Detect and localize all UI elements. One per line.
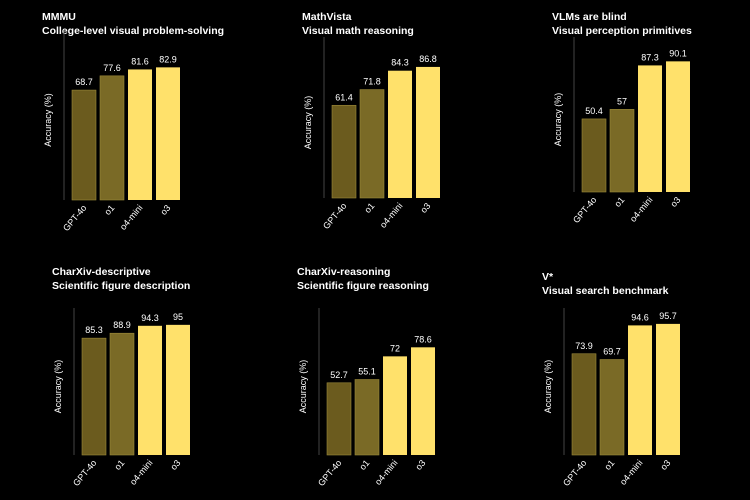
- x-tick-label: o3: [413, 458, 427, 472]
- x-tick-label: o1: [112, 458, 126, 472]
- value-label: 95.7: [659, 311, 677, 321]
- value-label: 95: [173, 312, 183, 322]
- x-tick-label: o1: [362, 201, 376, 215]
- value-label: 94.6: [631, 312, 649, 322]
- bar: [166, 324, 190, 455]
- x-tick-label: o3: [668, 195, 682, 209]
- y-axis-label: Accuracy (%): [303, 96, 313, 150]
- value-label: 86.8: [419, 54, 437, 64]
- bar: [628, 325, 652, 455]
- bar: [128, 69, 152, 200]
- bar: [388, 70, 412, 198]
- x-tick-label: GPT-4o: [571, 195, 599, 225]
- value-label: 90.1: [669, 48, 687, 58]
- value-label: 94.3: [141, 313, 159, 323]
- x-tick-label: o4-mini: [618, 458, 645, 487]
- bar: [359, 89, 385, 199]
- bar: [581, 118, 607, 193]
- value-label: 50.4: [585, 106, 603, 116]
- chart-subtitle: Visual search benchmark: [542, 285, 669, 297]
- x-tick-label: GPT-4o: [71, 458, 99, 488]
- chart-subtitle: Visual perception primitives: [552, 25, 692, 37]
- value-label: 77.6: [103, 63, 121, 73]
- chart-title: VLMs are blind: [552, 11, 627, 23]
- x-tick-label: o1: [357, 458, 371, 472]
- value-label: 84.3: [391, 58, 409, 68]
- bar: [571, 353, 597, 456]
- bar: [99, 75, 125, 201]
- chart-title: CharXiv-descriptive: [52, 266, 151, 278]
- value-label: 81.6: [131, 56, 149, 66]
- x-tick-label: GPT-4o: [561, 458, 589, 488]
- value-label: 78.6: [414, 334, 432, 344]
- chart-subtitle: Scientific figure reasoning: [297, 280, 429, 292]
- chart-title: MathVista: [302, 11, 352, 23]
- value-label: 85.3: [85, 325, 103, 335]
- bar: [383, 356, 407, 455]
- y-axis-label: Accuracy (%): [53, 360, 63, 414]
- bar: [666, 61, 690, 193]
- x-tick-label: o3: [168, 458, 182, 472]
- value-label: 82.9: [159, 54, 177, 64]
- value-label: 71.8: [363, 77, 381, 87]
- x-tick-label: GPT-4o: [321, 201, 349, 231]
- chart-subtitle: Scientific figure description: [52, 280, 190, 292]
- x-tick-label: o4-mini: [628, 195, 655, 224]
- value-label: 87.3: [641, 52, 659, 62]
- bar: [156, 67, 180, 200]
- x-tick-label: o1: [612, 195, 626, 209]
- bar: [599, 359, 625, 456]
- value-label: 68.7: [75, 77, 93, 87]
- y-axis-label: Accuracy (%): [43, 93, 53, 147]
- chart-title: MMMU: [42, 11, 76, 23]
- bar: [138, 325, 162, 455]
- y-axis-label: Accuracy (%): [298, 360, 308, 414]
- value-label: 73.9: [575, 341, 593, 351]
- value-label: 88.9: [113, 320, 131, 330]
- x-tick-label: o3: [658, 458, 672, 472]
- x-tick-label: o4-mini: [118, 203, 145, 232]
- bar: [71, 89, 97, 201]
- bar: [609, 109, 635, 193]
- value-label: 72: [390, 343, 400, 353]
- value-label: 69.7: [603, 347, 621, 357]
- chart-title: CharXiv-reasoning: [297, 266, 390, 278]
- x-tick-label: o3: [418, 201, 432, 215]
- x-tick-label: o3: [158, 203, 172, 217]
- chart-subtitle: Visual math reasoning: [302, 25, 414, 37]
- value-label: 61.4: [335, 92, 353, 102]
- x-tick-label: o1: [602, 458, 616, 472]
- bar: [411, 347, 435, 455]
- x-tick-label: GPT-4o: [61, 203, 89, 233]
- y-axis-label: Accuracy (%): [543, 360, 553, 414]
- bar: [326, 382, 352, 456]
- x-tick-label: o1: [102, 203, 116, 217]
- x-tick-label: o4-mini: [373, 458, 400, 487]
- value-label: 52.7: [330, 370, 348, 380]
- bar: [81, 337, 107, 456]
- bar: [656, 323, 680, 455]
- y-axis-label: Accuracy (%): [553, 93, 563, 147]
- x-tick-label: o4-mini: [128, 458, 155, 487]
- bar: [109, 332, 135, 456]
- value-label: 55.1: [358, 367, 376, 377]
- bar: [354, 379, 380, 456]
- bar: [416, 66, 440, 198]
- chart-title: V*: [542, 271, 554, 283]
- chart-subtitle: College-level visual problem-solving: [42, 25, 224, 37]
- x-tick-label: GPT-4o: [316, 458, 344, 488]
- value-label: 57: [617, 96, 627, 106]
- bar: [331, 104, 357, 199]
- bar: [638, 65, 662, 192]
- x-tick-label: o4-mini: [378, 201, 405, 230]
